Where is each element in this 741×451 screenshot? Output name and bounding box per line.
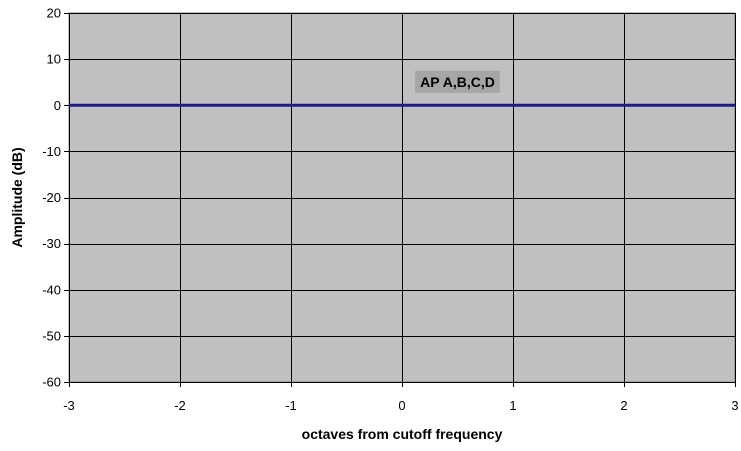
y-tick-label: -40 [42,282,61,297]
x-tick-label: -3 [63,398,75,413]
x-tick-label: -2 [174,398,186,413]
x-tick-label: 1 [509,398,516,413]
series-label: AP A,B,C,D [420,74,495,90]
y-tick-label: -10 [42,144,61,159]
x-tick-label: 3 [731,398,738,413]
y-tick-label: -20 [42,190,61,205]
y-tick-label: -60 [42,375,61,390]
y-tick-label: 0 [54,98,61,113]
y-tick-label: 10 [47,52,61,67]
y-tick-label: -30 [42,236,61,251]
x-tick-label: 2 [620,398,627,413]
y-axis-title: Amplitude (dB) [9,147,25,247]
y-tick-label: 20 [47,6,61,21]
x-tick-label: 0 [398,398,405,413]
y-tick-label: -50 [42,328,61,343]
x-axis-title: octaves from cutoff frequency [302,426,503,442]
x-tick-label: -1 [285,398,297,413]
series-label-background [415,70,500,93]
annotation-layer: AP A,B,C,D [415,70,500,93]
